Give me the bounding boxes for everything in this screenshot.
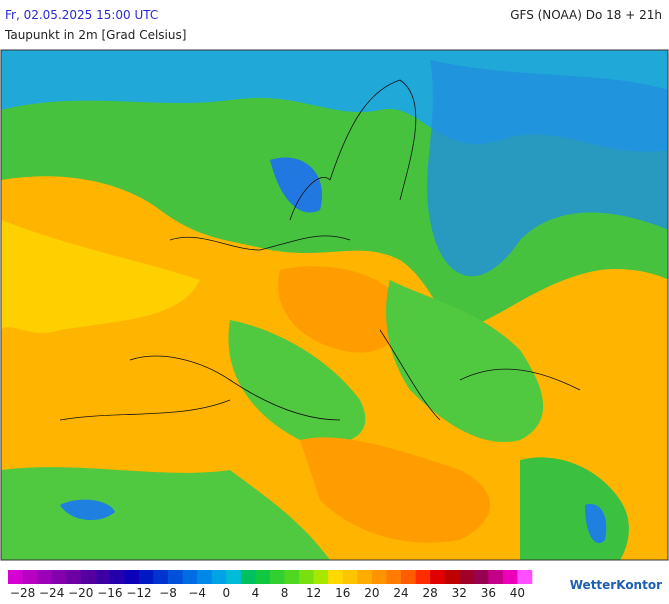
legend-swatch (459, 570, 475, 584)
legend-label: 20 (364, 586, 379, 600)
legend-label: 8 (281, 586, 289, 600)
color-legend: −28 −24 −20 −16 −12 −8 −4 0 4 8 12 16 20 24 28 32 36 40 (8, 570, 533, 600)
legend-swatch (109, 570, 125, 584)
legend-swatch (284, 570, 300, 584)
legend-swatch (255, 570, 271, 584)
map (0, 49, 669, 561)
legend-swatch (313, 570, 329, 584)
legend-swatch (51, 570, 67, 584)
legend-swatch (66, 570, 82, 584)
legend-label: 12 (306, 586, 321, 600)
legend-swatch (444, 570, 460, 584)
legend-swatch (22, 570, 38, 584)
legend-label: −12 (126, 586, 151, 600)
legend-label: 40 (510, 586, 525, 600)
legend-swatch (168, 570, 183, 584)
legend-label: 16 (335, 586, 350, 600)
legend-swatch (371, 570, 387, 584)
legend-swatch (182, 570, 198, 584)
legend-label: −16 (97, 586, 122, 600)
legend-swatch (37, 570, 52, 584)
legend-label: 0 (223, 586, 231, 600)
legend-label: −24 (39, 586, 64, 600)
legend-swatch (95, 570, 111, 584)
legend-swatch (328, 570, 344, 584)
legend-label: −28 (10, 586, 35, 600)
legend-swatch (342, 570, 358, 584)
legend-swatch (502, 570, 518, 584)
legend-swatch (270, 570, 285, 584)
legend-swatch (415, 570, 431, 584)
legend-swatch (430, 570, 445, 584)
legend-swatch (8, 570, 23, 584)
legend-label: −8 (159, 586, 177, 600)
legend-swatch (139, 570, 154, 584)
legend-swatch (197, 570, 213, 584)
legend-swatch (517, 570, 533, 584)
legend-swatch (226, 570, 242, 584)
legend-swatch (124, 570, 140, 584)
legend-swatch (211, 570, 227, 584)
legend-swatch (401, 570, 416, 584)
legend-label: 32 (452, 586, 467, 600)
model-run: GFS (NOAA) Do 18 + 21h (510, 8, 662, 22)
legend-swatch (386, 570, 402, 584)
legend-label: 28 (422, 586, 437, 600)
legend-label: 4 (252, 586, 260, 600)
datetime: Fr, 02.05.2025 15:00 UTC (5, 8, 158, 22)
legend-swatch (153, 570, 169, 584)
legend-swatch (473, 570, 489, 584)
legend-label: 36 (481, 586, 496, 600)
legend-swatch (240, 570, 256, 584)
logo: WetterKontor (570, 578, 662, 592)
legend-label: −4 (188, 586, 206, 600)
legend-swatch (488, 570, 504, 584)
map-title: Taupunkt in 2m [Grad Celsius] (4, 28, 186, 42)
legend-swatch (80, 570, 96, 584)
legend-swatch (299, 570, 314, 584)
legend-label: −20 (68, 586, 93, 600)
legend-swatch (357, 570, 373, 584)
legend-label: 24 (393, 586, 408, 600)
